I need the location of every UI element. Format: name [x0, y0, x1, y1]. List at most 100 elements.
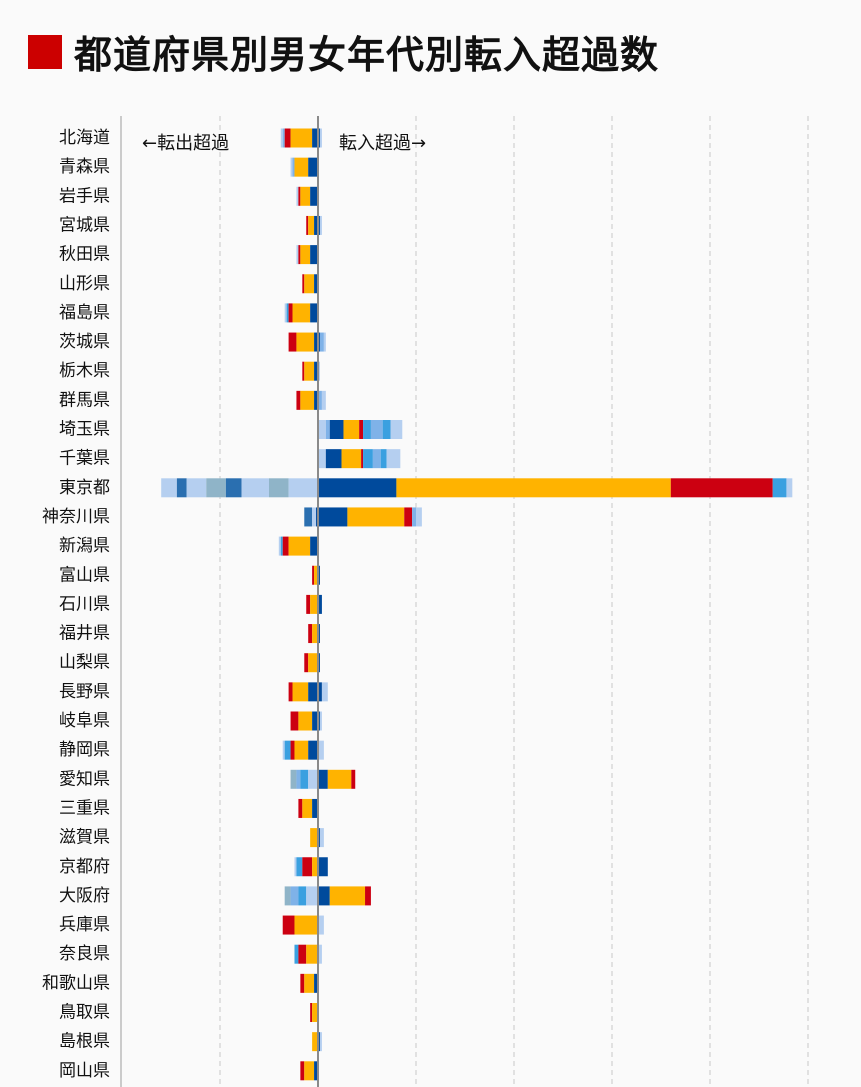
bar-segment-outflow: [284, 886, 291, 906]
bar-segment-inflow: [319, 1032, 322, 1052]
bar-segment-outflow: [284, 303, 287, 323]
bar-segment-outflow: [310, 1003, 313, 1022]
bar-segment-outflow: [288, 536, 311, 556]
bar-segment-outflow: [269, 478, 289, 498]
bar-segment-outflow: [314, 973, 318, 993]
category-label: 福井県: [59, 624, 110, 644]
bar-segment-inflow: [670, 478, 773, 498]
bar-segment-outflow: [308, 682, 318, 702]
bar-segment-outflow: [284, 740, 291, 760]
bar-segment-inflow: [323, 332, 326, 352]
bar-segment-outflow: [282, 915, 295, 935]
bar-segment-inflow: [319, 215, 322, 235]
bar-segment-inflow: [347, 507, 405, 527]
bar-segment-outflow: [312, 798, 318, 818]
bar-segment-inflow: [382, 420, 391, 439]
bar-segment-outflow: [290, 157, 293, 177]
bar-segment-outflow: [296, 245, 299, 265]
bar-segment-outflow: [308, 157, 318, 177]
bar-segment-outflow: [290, 711, 299, 731]
bar-segment-outflow: [288, 478, 318, 498]
bar-segment-outflow: [186, 478, 207, 498]
bar-segment-outflow: [302, 798, 313, 818]
bar-segment-outflow: [298, 186, 301, 206]
bar-segment-inflow: [361, 449, 364, 469]
bar-segment-inflow: [318, 944, 322, 964]
category-label: 和歌山県: [42, 973, 110, 993]
bar-segment-outflow: [312, 507, 317, 527]
bar-segment-inflow: [396, 478, 671, 498]
bar-segment-outflow: [314, 565, 318, 585]
bar-segment-outflow: [290, 769, 297, 789]
category-label: 新潟県: [59, 536, 110, 556]
bar-segment-outflow: [304, 973, 315, 993]
category-label: 滋賀県: [59, 828, 110, 848]
bar-segment-inflow: [412, 507, 416, 527]
bar-segment-inflow: [318, 478, 397, 498]
category-label: 静岡県: [59, 740, 110, 760]
bar-segment-outflow: [241, 478, 269, 498]
bar-segment-outflow: [161, 478, 177, 498]
category-label: 埼玉県: [59, 420, 110, 440]
bar-segment-outflow: [176, 478, 187, 498]
bar-segment-outflow: [294, 915, 318, 935]
bar-segment-inflow: [318, 740, 324, 760]
bar-segment-outflow: [306, 944, 318, 964]
bar-segment-outflow: [312, 565, 315, 585]
category-label: 秋田県: [59, 245, 110, 265]
category-label: 奈良県: [59, 944, 110, 964]
bar-segment-outflow: [296, 332, 315, 352]
bar-segment-outflow: [300, 769, 309, 789]
bar-segment-outflow: [296, 857, 303, 877]
bar-segment-outflow: [306, 215, 309, 235]
bar-segment-outflow: [298, 798, 303, 818]
bar-segment-outflow: [284, 128, 291, 148]
annotation-outflow: ←転出超過: [142, 133, 229, 154]
category-label: 山梨県: [59, 653, 110, 673]
bar-segment-outflow: [314, 332, 318, 352]
bar-segment-inflow: [318, 769, 328, 789]
bar-segment-inflow: [318, 682, 322, 702]
bar-segment-outflow: [292, 682, 309, 702]
bar-segment-outflow: [206, 478, 226, 498]
bar-segment-inflow: [365, 886, 371, 906]
bar-segment-outflow: [294, 944, 299, 964]
category-label: 大阪府: [59, 886, 110, 906]
category-label: 岡山県: [59, 1061, 110, 1081]
bar-segment-outflow: [302, 857, 313, 877]
category-label: 北海道: [59, 128, 110, 148]
bar-segment-inflow: [318, 857, 328, 877]
bar-segment-inflow: [318, 915, 324, 935]
bar-segment-inflow: [321, 682, 328, 702]
category-label: 岐阜県: [59, 711, 110, 731]
bar-segment-inflow: [325, 420, 330, 439]
category-label: 群馬県: [59, 390, 110, 410]
bar-segment-inflow: [318, 507, 348, 527]
bar-segment-outflow: [282, 128, 285, 148]
bar-segment-outflow: [302, 361, 305, 381]
bar-segment-inflow: [363, 449, 373, 469]
bar-segment-outflow: [306, 594, 311, 614]
bar-segment-outflow: [280, 128, 283, 148]
bar-segment-inflow: [318, 886, 330, 906]
category-label: 神奈川県: [42, 507, 110, 527]
bar-segment-outflow: [278, 536, 281, 556]
bar-segment-outflow: [310, 536, 318, 556]
bar-segment-outflow: [282, 740, 285, 760]
bar-segment-outflow: [298, 886, 307, 906]
bar-segment-inflow: [329, 886, 366, 906]
bar-segment-inflow: [325, 449, 342, 469]
bar-segment-outflow: [312, 1003, 318, 1022]
category-label: 千葉県: [59, 449, 110, 469]
category-label: 東京都: [59, 478, 110, 498]
bar-segment-outflow: [300, 390, 315, 410]
bar-segment-outflow: [310, 245, 318, 265]
bar-segment-inflow: [386, 449, 401, 469]
bar-segment-outflow: [304, 507, 313, 527]
bar-segment-outflow: [306, 886, 318, 906]
bar-segment-inflow: [390, 420, 403, 439]
bar-segment-inflow: [318, 420, 326, 439]
category-label: 山形県: [59, 274, 110, 294]
bar-segment-inflow: [359, 420, 364, 439]
